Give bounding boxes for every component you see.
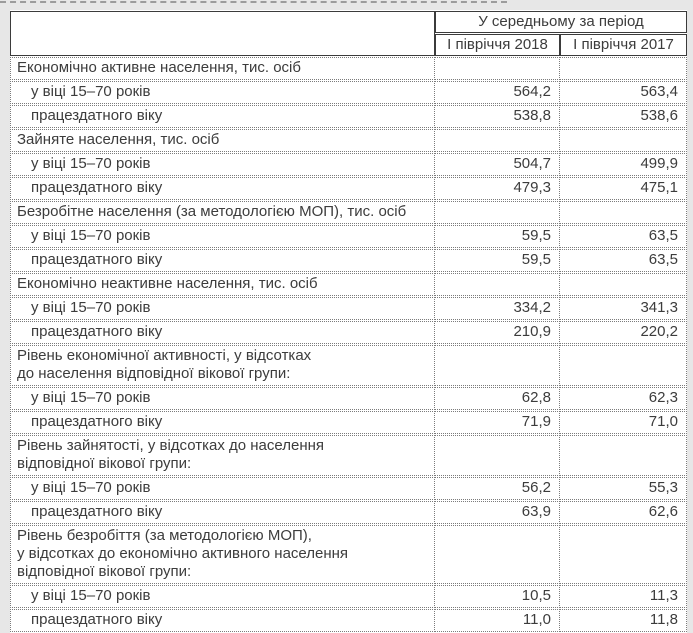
value-2018: 504,7 bbox=[435, 153, 560, 176]
table-row: Рівень зайнятості, у відсотках до населе… bbox=[10, 435, 687, 476]
value-2017: 55,3 bbox=[560, 477, 687, 500]
value-2018: 10,5 bbox=[435, 585, 560, 608]
value-2018: 56,2 bbox=[435, 477, 560, 500]
value-2017 bbox=[560, 345, 687, 386]
value-2017 bbox=[560, 201, 687, 224]
value-2017: 563,4 bbox=[560, 81, 687, 104]
value-2018: 11,0 bbox=[435, 609, 560, 632]
row-label: працездатного віку bbox=[10, 249, 435, 272]
value-2017: 11,8 bbox=[560, 609, 687, 632]
value-2018: 62,8 bbox=[435, 387, 560, 410]
row-label: у віці 15–70 років bbox=[10, 387, 435, 410]
row-label: Економічно неактивне населення, тис. осі… bbox=[10, 273, 435, 296]
row-label: у віці 15–70 років bbox=[10, 81, 435, 104]
table-row: у віці 15–70 років 59,5 63,5 bbox=[10, 225, 687, 248]
header-col-2018: І півріччя 2018 bbox=[435, 34, 560, 56]
table-row: Безробітне населення (за методологією МО… bbox=[10, 201, 687, 224]
value-2018: 538,8 bbox=[435, 105, 560, 128]
table-row: у віці 15–70 років 334,2 341,3 bbox=[10, 297, 687, 320]
value-2018: 59,5 bbox=[435, 249, 560, 272]
value-2017: 62,3 bbox=[560, 387, 687, 410]
row-label: працездатного віку bbox=[10, 411, 435, 434]
value-2018: 71,9 bbox=[435, 411, 560, 434]
table-row: Зайняте населення, тис. осіб bbox=[10, 129, 687, 152]
row-label: працездатного віку bbox=[10, 609, 435, 632]
value-2018 bbox=[435, 129, 560, 152]
top-dashed-divider bbox=[0, 1, 507, 3]
value-2017: 220,2 bbox=[560, 321, 687, 344]
row-label: працездатного віку bbox=[10, 105, 435, 128]
row-label: у віці 15–70 років bbox=[10, 297, 435, 320]
table-row: у віці 15–70 років 10,5 11,3 bbox=[10, 585, 687, 608]
row-label: у віці 15–70 років bbox=[10, 477, 435, 500]
row-label: Безробітне населення (за методологією МО… bbox=[10, 201, 435, 224]
labor-statistics-table: У середньому за період І півріччя 2018 І… bbox=[10, 10, 687, 633]
table-row: Економічно активне населення, тис. осіб bbox=[10, 57, 687, 80]
value-2018: 59,5 bbox=[435, 225, 560, 248]
table-row: у віці 15–70 років 62,8 62,3 bbox=[10, 387, 687, 410]
row-label: працездатного віку bbox=[10, 177, 435, 200]
table-row: працездатного віку 11,0 11,8 bbox=[10, 609, 687, 632]
row-label: у віці 15–70 років bbox=[10, 153, 435, 176]
value-2017 bbox=[560, 435, 687, 476]
value-2017 bbox=[560, 129, 687, 152]
value-2017: 341,3 bbox=[560, 297, 687, 320]
value-2018 bbox=[435, 201, 560, 224]
table-row: у віці 15–70 років 56,2 55,3 bbox=[10, 477, 687, 500]
row-label: працездатного віку bbox=[10, 501, 435, 524]
row-label: Рівень економічної активності, у відсотк… bbox=[10, 345, 435, 386]
corner-cell bbox=[10, 11, 435, 56]
value-2017: 475,1 bbox=[560, 177, 687, 200]
value-2018: 334,2 bbox=[435, 297, 560, 320]
value-2017 bbox=[560, 273, 687, 296]
row-label: Економічно активне населення, тис. осіб bbox=[10, 57, 435, 80]
row-label: Рівень зайнятості, у відсотках до населе… bbox=[10, 435, 435, 476]
table-row: працездатного віку 538,8 538,6 bbox=[10, 105, 687, 128]
value-2018 bbox=[435, 273, 560, 296]
table-row: працездатного віку 63,9 62,6 bbox=[10, 501, 687, 524]
value-2017: 71,0 bbox=[560, 411, 687, 434]
row-label: у віці 15–70 років bbox=[10, 585, 435, 608]
table-row: працездатного віку 479,3 475,1 bbox=[10, 177, 687, 200]
value-2018 bbox=[435, 57, 560, 80]
value-2017 bbox=[560, 525, 687, 584]
table-row: Рівень безробіття (за методологією МОП),… bbox=[10, 525, 687, 584]
value-2017: 63,5 bbox=[560, 249, 687, 272]
header-years-row: І півріччя 2018 І півріччя 2017 bbox=[10, 34, 687, 56]
table-row: у віці 15–70 років 504,7 499,9 bbox=[10, 153, 687, 176]
value-2018 bbox=[435, 525, 560, 584]
table-row: у віці 15–70 років 564,2 563,4 bbox=[10, 81, 687, 104]
value-2017: 63,5 bbox=[560, 225, 687, 248]
value-2018: 210,9 bbox=[435, 321, 560, 344]
value-2018: 479,3 bbox=[435, 177, 560, 200]
table-row: Рівень економічної активності, у відсотк… bbox=[10, 345, 687, 386]
row-label: працездатного віку bbox=[10, 321, 435, 344]
value-2018 bbox=[435, 345, 560, 386]
table-row: працездатного віку 71,9 71,0 bbox=[10, 411, 687, 434]
header-col-2017: І півріччя 2017 bbox=[560, 34, 687, 56]
table-row: Економічно неактивне населення, тис. осі… bbox=[10, 273, 687, 296]
row-label: Зайняте населення, тис. осіб bbox=[10, 129, 435, 152]
value-2018: 564,2 bbox=[435, 81, 560, 104]
header-group-cell: У середньому за період bbox=[435, 11, 687, 33]
table-row: працездатного віку 210,9 220,2 bbox=[10, 321, 687, 344]
row-label: Рівень безробіття (за методологією МОП),… bbox=[10, 525, 435, 584]
table-row: працездатного віку 59,5 63,5 bbox=[10, 249, 687, 272]
value-2017: 499,9 bbox=[560, 153, 687, 176]
header-group-row: У середньому за період bbox=[10, 11, 687, 56]
value-2017: 62,6 bbox=[560, 501, 687, 524]
value-2018 bbox=[435, 435, 560, 476]
value-2017: 538,6 bbox=[560, 105, 687, 128]
value-2017: 11,3 bbox=[560, 585, 687, 608]
value-2017 bbox=[560, 57, 687, 80]
value-2018: 63,9 bbox=[435, 501, 560, 524]
row-label: у віці 15–70 років bbox=[10, 225, 435, 248]
